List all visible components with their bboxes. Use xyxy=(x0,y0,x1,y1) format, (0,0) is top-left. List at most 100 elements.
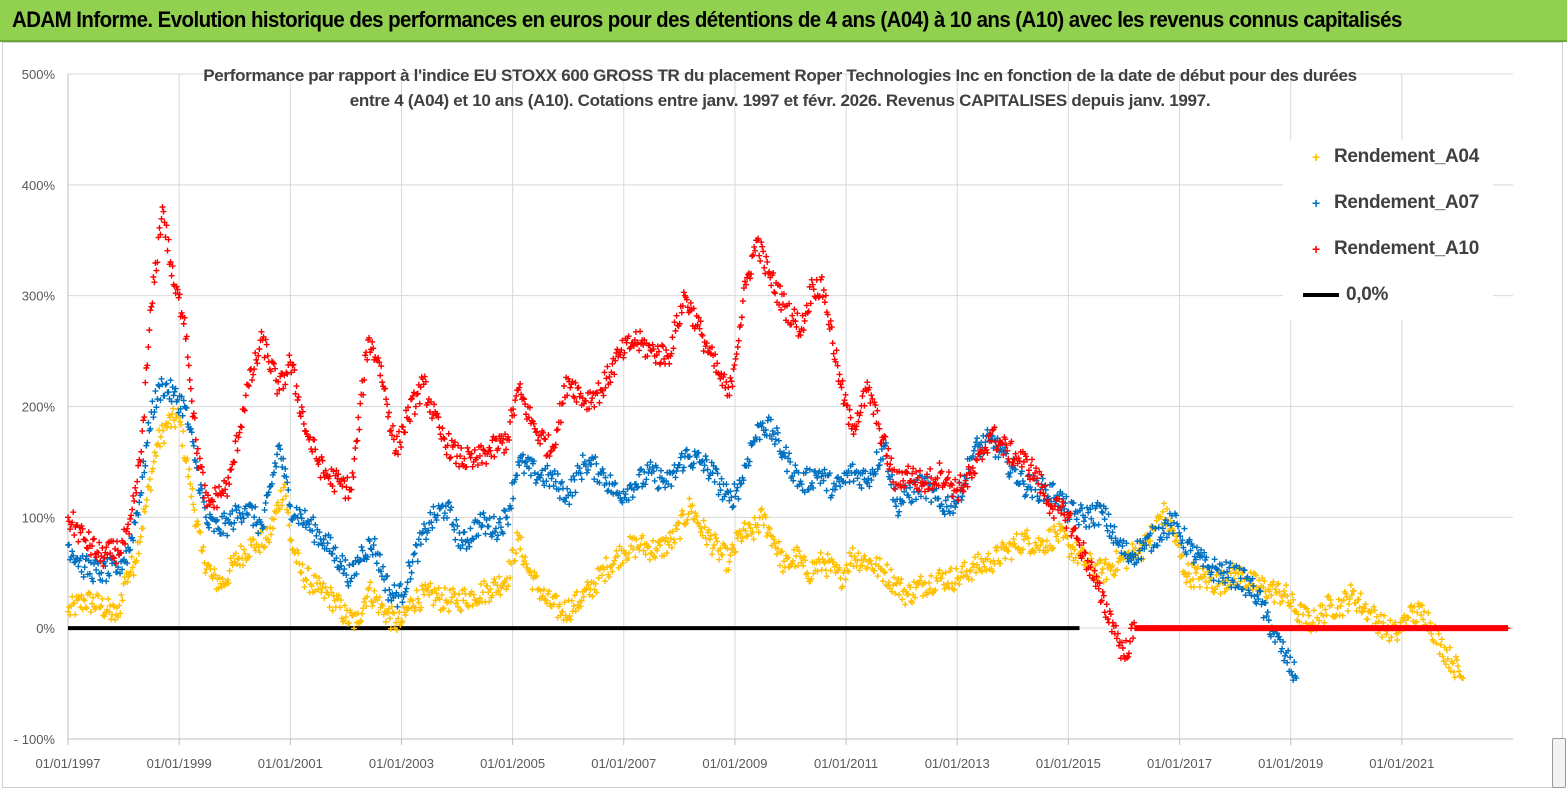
data-point xyxy=(527,567,534,574)
data-point xyxy=(438,591,445,598)
data-point xyxy=(253,541,260,548)
data-point xyxy=(1095,521,1102,528)
data-point xyxy=(233,560,240,567)
data-point xyxy=(325,591,332,598)
data-point xyxy=(302,576,309,583)
data-point xyxy=(588,399,595,406)
data-point xyxy=(270,516,277,523)
data-point xyxy=(1099,566,1106,573)
data-point xyxy=(188,493,195,500)
data-point xyxy=(399,599,406,606)
data-point xyxy=(465,603,472,610)
data-point xyxy=(399,618,406,625)
data-point xyxy=(856,567,863,574)
data-point xyxy=(340,617,347,624)
data-point xyxy=(672,474,679,481)
x-tick-label: 01/01/2003 xyxy=(369,756,434,771)
data-point xyxy=(876,555,883,562)
data-point xyxy=(505,582,512,589)
data-point xyxy=(423,536,430,543)
data-point xyxy=(624,555,631,562)
data-point xyxy=(744,532,751,539)
data-point xyxy=(485,589,492,596)
data-point xyxy=(970,447,977,454)
data-point xyxy=(71,600,78,607)
data-point xyxy=(978,555,985,562)
data-point xyxy=(358,544,365,551)
data-point xyxy=(897,580,904,587)
data-point xyxy=(456,591,463,598)
data-point xyxy=(86,590,93,597)
data-point xyxy=(928,572,935,579)
data-point xyxy=(936,567,943,574)
data-point xyxy=(1050,544,1057,551)
data-point xyxy=(1048,526,1055,533)
data-point xyxy=(242,550,249,557)
data-point xyxy=(1170,530,1177,537)
data-point xyxy=(232,502,239,509)
data-point xyxy=(1107,522,1114,529)
data-point xyxy=(851,553,858,560)
data-point xyxy=(79,606,86,613)
data-point xyxy=(727,374,734,381)
data-point xyxy=(448,594,455,601)
data-point xyxy=(168,272,175,279)
data-point xyxy=(622,550,629,557)
data-point xyxy=(1323,612,1330,619)
data-point xyxy=(216,574,223,581)
data-point xyxy=(349,469,356,476)
data-point xyxy=(313,532,320,539)
legend-marker-a04: + xyxy=(1312,149,1320,165)
data-point xyxy=(172,424,179,431)
data-point xyxy=(664,538,671,545)
data-point xyxy=(1306,612,1312,619)
data-point xyxy=(834,567,841,574)
data-point xyxy=(316,575,323,582)
data-point xyxy=(485,523,492,530)
data-point xyxy=(65,514,71,521)
data-point xyxy=(677,535,684,542)
data-point xyxy=(780,558,787,565)
data-point xyxy=(881,569,888,576)
data-point xyxy=(1291,659,1298,666)
data-point xyxy=(1052,528,1059,535)
data-point xyxy=(493,536,500,543)
data-point xyxy=(975,551,982,558)
data-point xyxy=(837,575,844,582)
data-point xyxy=(163,420,170,427)
data-point xyxy=(573,588,580,595)
data-point xyxy=(1159,525,1166,532)
data-point xyxy=(544,590,551,597)
data-point xyxy=(779,568,786,575)
data-point xyxy=(658,342,665,349)
data-point xyxy=(771,289,778,296)
data-point xyxy=(1186,570,1193,577)
chart-resize-handle[interactable] xyxy=(1552,738,1566,788)
data-point xyxy=(363,603,370,610)
chart-frame xyxy=(2,42,1563,788)
data-point xyxy=(355,414,362,421)
data-point xyxy=(1264,609,1271,616)
data-point xyxy=(185,473,192,480)
data-point xyxy=(415,599,422,606)
data-point xyxy=(981,563,988,570)
data-point xyxy=(446,499,453,506)
data-point xyxy=(404,579,411,586)
x-tick-label: 01/01/2011 xyxy=(814,756,878,771)
data-point xyxy=(1355,596,1362,603)
data-point xyxy=(232,438,239,445)
data-point xyxy=(421,591,428,598)
data-point xyxy=(1364,616,1371,623)
data-point xyxy=(266,539,273,546)
data-point xyxy=(403,585,410,592)
data-point xyxy=(314,580,321,587)
data-point xyxy=(502,578,509,585)
data-point xyxy=(802,557,809,564)
data-point xyxy=(517,546,524,553)
data-point xyxy=(85,529,92,536)
data-point xyxy=(145,483,152,490)
data-point xyxy=(733,487,740,494)
data-point xyxy=(627,481,634,488)
y-tick-label: 300% xyxy=(22,289,56,304)
data-point xyxy=(227,555,234,562)
